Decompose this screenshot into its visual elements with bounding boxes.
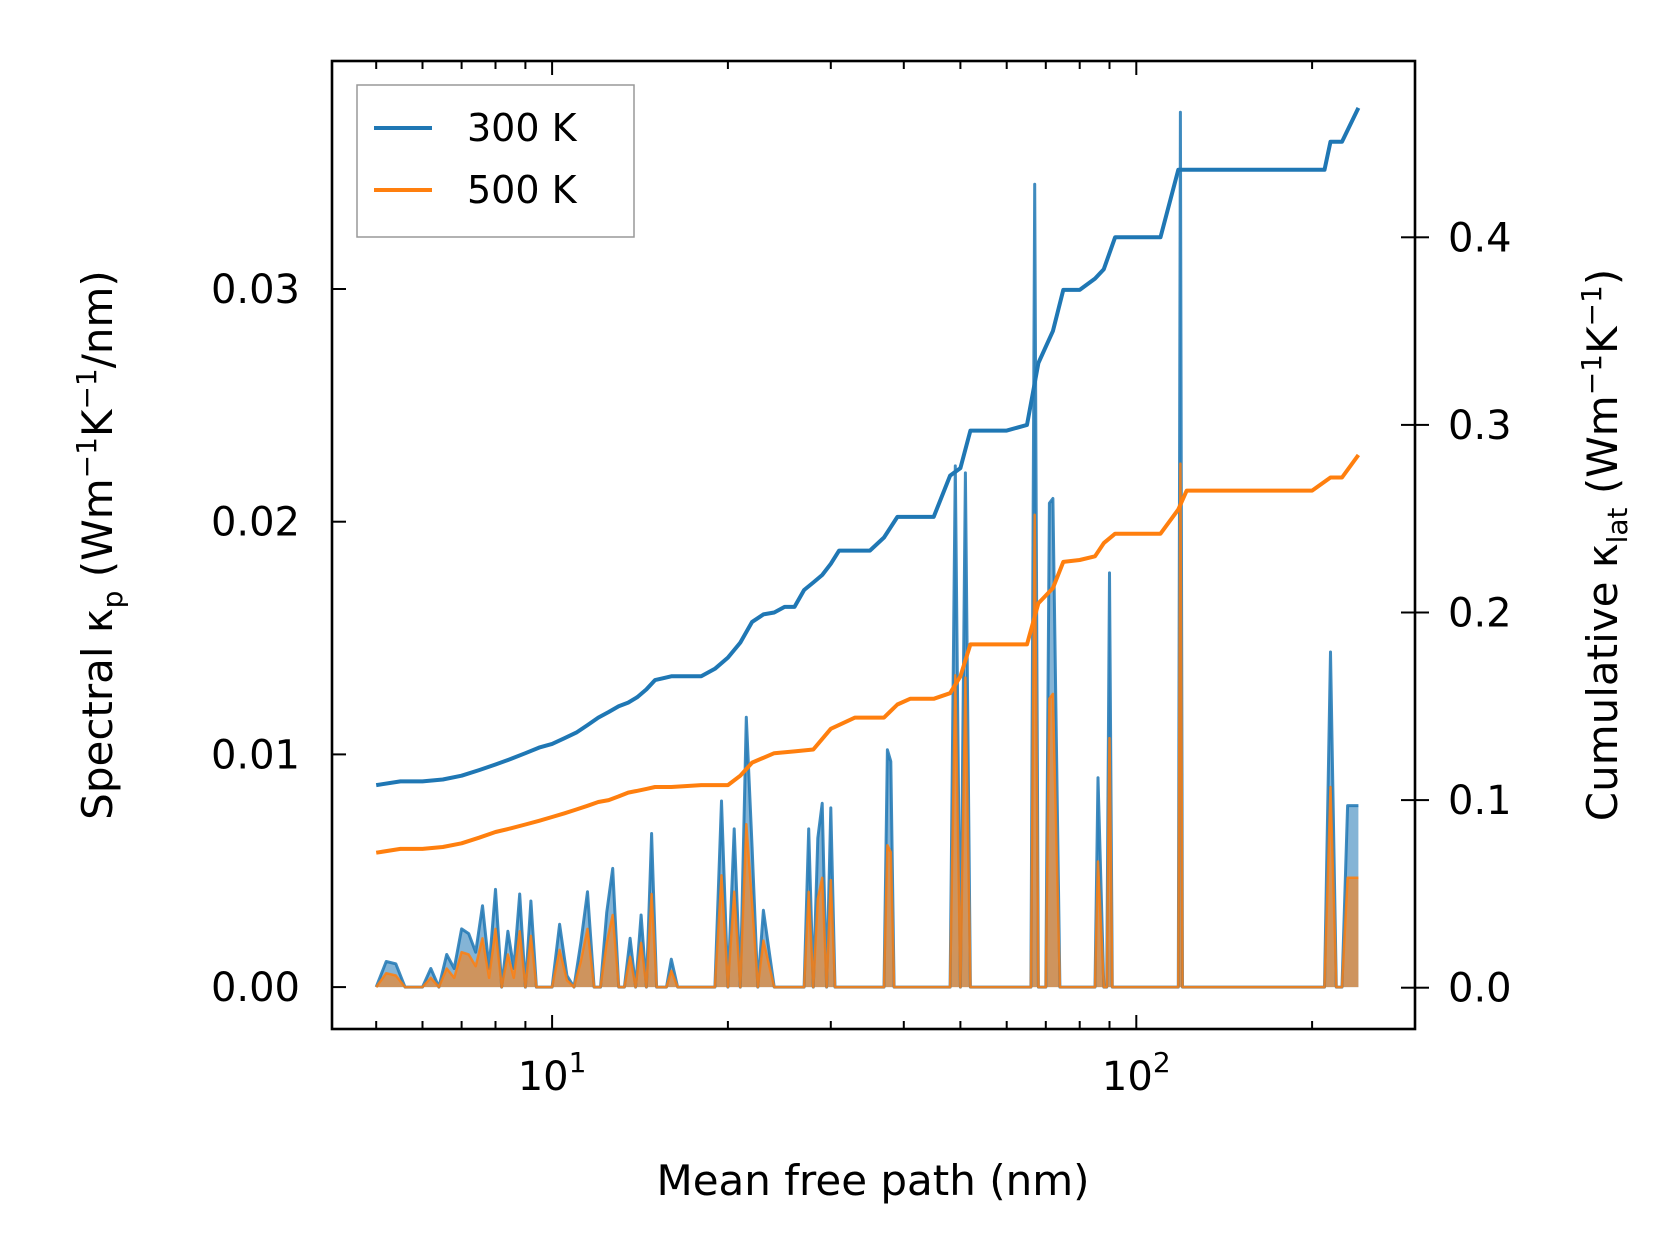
y-left-tick-label: 0.02 [211,500,300,546]
y-left-tick-label: 0.03 [211,267,300,313]
spectral-line-500k [375,462,1359,989]
cumulative-line-300k [375,107,1361,788]
y-left-tick-label: 0.01 [211,732,300,778]
y-axis-label-right: Cumulative κlat (Wm−1K−1) [1575,269,1634,821]
y-right-tick-label: 0.4 [1448,215,1512,261]
y-axis-label-left: Spectral κp (Wm−1K−1/nm) [70,270,129,820]
cumulative-line-500k [375,453,1361,855]
y-right-tick-label: 0.1 [1448,778,1512,824]
tick-labels: 101 102 0.00 0.01 0.02 0.03 0.0 0.1 0.2 0.3 0.4 [211,215,1512,1100]
x-axis-label: Mean free path (nm) [656,1156,1089,1205]
y-left-tick-label: 0.00 [211,965,300,1011]
x-tick-label: 101 [518,1046,587,1100]
y-right-tick-label: 0.2 [1448,591,1512,637]
legend: 300 K 500 K [356,84,635,238]
legend-box [356,84,635,238]
y-right-tick-label: 0.3 [1448,403,1512,449]
legend-label-300k: 300 K [467,106,578,150]
x-tick-label: 102 [1102,1046,1171,1100]
legend-label-500k: 500 K [467,168,578,212]
cumulative-lines [375,107,1361,855]
axis-ticks [332,61,1429,1029]
y-right-tick-label: 0.0 [1448,966,1512,1012]
spectral-lines [374,110,1359,989]
plot-frame [330,59,1417,1031]
spectral-fill-500k [376,463,1359,988]
